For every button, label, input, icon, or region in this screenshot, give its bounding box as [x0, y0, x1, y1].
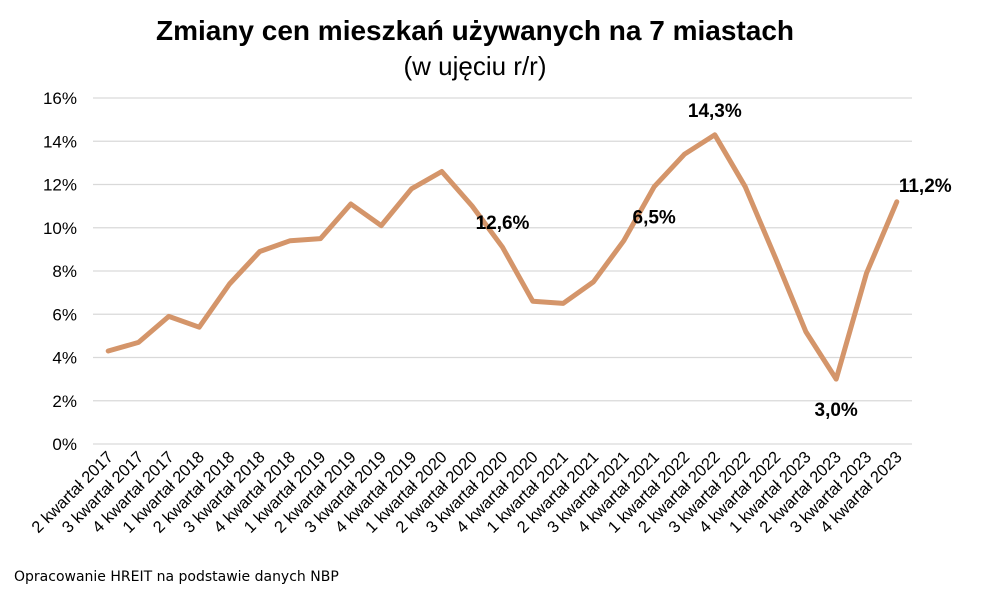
data-label: 14,3% [688, 101, 742, 122]
y-tick-label: 4% [52, 349, 77, 368]
chart-subtitle: (w ujęciu r/r) [403, 51, 546, 81]
y-tick-label: 6% [52, 305, 77, 324]
y-tick-label: 10% [43, 219, 77, 238]
y-tick-label: 2% [52, 392, 77, 411]
data-labels: 12,6% 6,5% 14,3% 3,0% 11,2% [476, 101, 952, 421]
data-label: 6,5% [633, 208, 676, 229]
y-tick-label: 16% [43, 89, 77, 108]
y-tick-label: 12% [43, 176, 77, 195]
series-layer [105, 132, 900, 382]
y-tick-label: 8% [52, 262, 77, 281]
data-label: 11,2% [899, 176, 952, 197]
y-tick-label: 0% [52, 435, 77, 454]
y-axis-ticks: 0% 2% 4% 6% 8% 10% 12% 14% 16% [43, 89, 77, 454]
source-note: Opracowanie HREIT na podstawie danych NB… [14, 569, 339, 585]
data-label: 3,0% [815, 400, 858, 421]
y-tick-label: 14% [43, 132, 77, 151]
chart-title: Zmiany cen mieszkań używanych na 7 miast… [156, 15, 794, 46]
grid-lines [93, 97, 912, 445]
data-label: 12,6% [476, 213, 530, 234]
series-line [105, 132, 900, 382]
